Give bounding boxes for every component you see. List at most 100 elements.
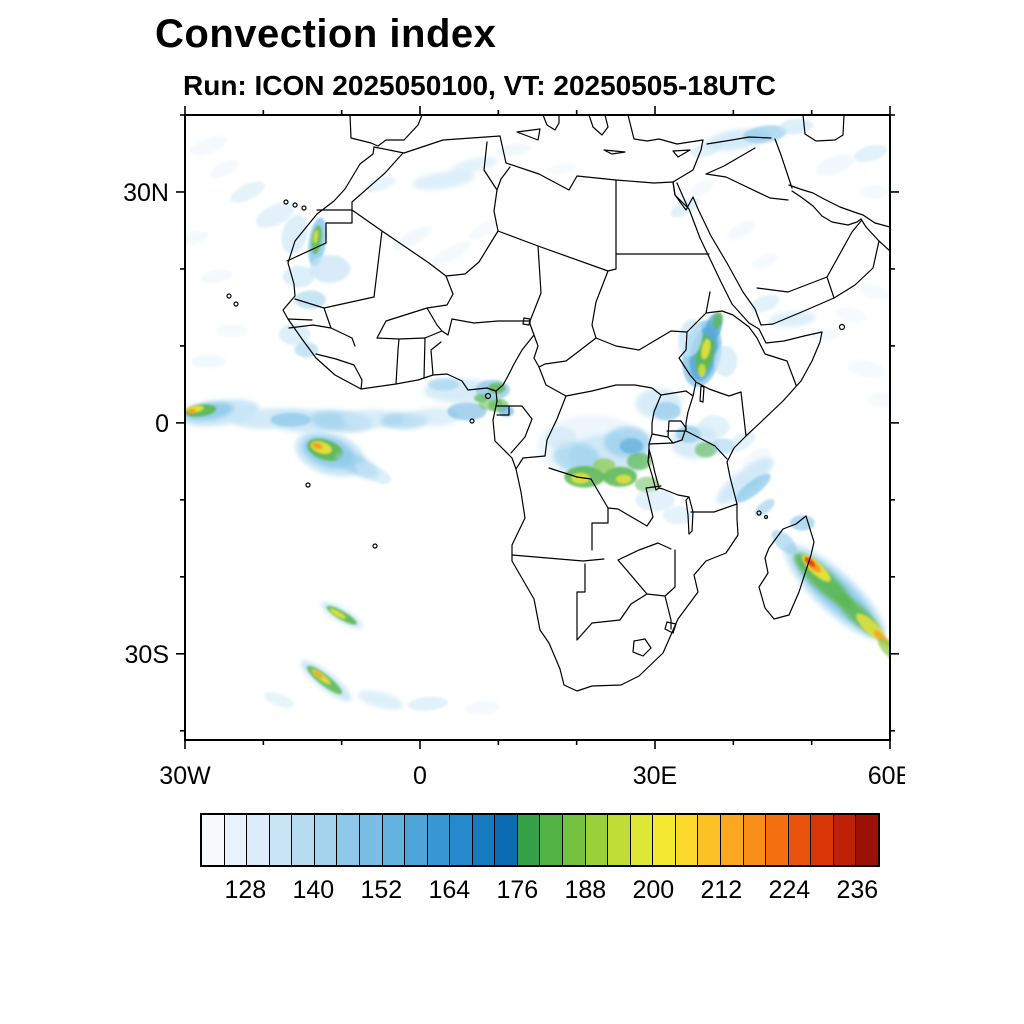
- colorbar-tick-label: 200: [632, 876, 675, 904]
- colorbar-cell: [495, 815, 518, 865]
- colorbar-cell: [269, 815, 293, 865]
- convection-cell: [465, 700, 500, 715]
- x-axis-tick-label: 30W: [159, 762, 211, 790]
- convection-cell: [282, 265, 315, 288]
- convection-cell: [742, 447, 771, 468]
- convection-cell: [488, 382, 506, 394]
- colorbar-cell: [833, 815, 857, 865]
- colorbar-cell: [517, 815, 541, 865]
- convection-cell: [662, 506, 695, 525]
- convection-cell: [365, 176, 396, 193]
- island-dot: [484, 392, 492, 400]
- convection-cell: [216, 324, 248, 337]
- convection-cell: [749, 294, 780, 313]
- coastline-greece: [588, 115, 609, 136]
- colorbar-cell: [202, 815, 225, 865]
- island-dot: [372, 543, 378, 549]
- convection-cell: [690, 141, 722, 158]
- convection-shading-layer: [185, 118, 890, 715]
- convection-cell: [281, 214, 308, 254]
- coastline-italy: [542, 115, 560, 131]
- convection-cell: [358, 690, 404, 710]
- convection-cell: [432, 241, 471, 266]
- colorbar-cell: [337, 815, 360, 865]
- colorbar-cell: [563, 815, 586, 865]
- colorbar-cell: [811, 815, 834, 865]
- convection-cell: [652, 402, 681, 421]
- convection-cell: [701, 338, 711, 360]
- convection-cell: [189, 135, 228, 156]
- convection-cell: [835, 307, 867, 323]
- x-axis-tick-label: 0: [413, 762, 427, 790]
- colorbar-cell: [653, 815, 676, 865]
- colorbar-tick-label: 224: [768, 876, 811, 904]
- convection-cell: [678, 319, 703, 358]
- chart-title: Convection index: [155, 12, 497, 56]
- convection-cell: [742, 125, 787, 144]
- coastline-arabia-levant: [627, 115, 890, 326]
- y-axis-tick-label: 30N: [123, 179, 169, 207]
- island-dot: [233, 301, 239, 307]
- chart-subtitle: Run: ICON 2025050100, VT: 20250505-18UTC: [183, 70, 776, 101]
- convection-cell: [789, 515, 815, 531]
- convection-cell: [407, 696, 449, 711]
- map-canvas: 30W 0 30E 60E 30N 0 30S: [123, 106, 905, 790]
- borders-middle-east: [705, 136, 862, 299]
- colorbar-cell: [314, 815, 338, 865]
- convection-cell: [498, 405, 514, 417]
- colorbar-cell: [292, 815, 315, 865]
- convection-cell: [309, 255, 351, 283]
- convection-cell: [200, 269, 232, 284]
- convection-cell: [619, 438, 644, 454]
- axis-label-layer: 30W 0 30E 60E 30N 0 30S: [123, 179, 905, 790]
- colorbar-cell: [382, 815, 406, 865]
- y-axis-tick-label: 30S: [125, 641, 169, 669]
- convection-cell: [496, 143, 532, 157]
- convection-cell: [712, 312, 723, 329]
- coastline-iberia: [349, 115, 423, 147]
- convection-cell: [270, 412, 312, 427]
- convection-cell: [392, 225, 432, 251]
- colorbar-tick-label: 212: [700, 876, 743, 904]
- colorbar-cell: [743, 815, 767, 865]
- colorbar-tick-label: 152: [360, 876, 403, 904]
- convection-cell: [571, 472, 590, 484]
- colorbar-cell: [224, 815, 248, 865]
- convection-cell: [451, 156, 498, 174]
- convection-cell: [230, 181, 266, 203]
- convection-cell: [716, 457, 774, 504]
- colorbar-tick-label: 236: [836, 876, 879, 904]
- convection-cell: [185, 230, 209, 246]
- convection-cell: [468, 220, 497, 241]
- convection-cell: [256, 202, 295, 228]
- convection-cell: [815, 153, 855, 177]
- colorbar-tick-label: 128: [224, 876, 267, 904]
- colorbar-cell: [585, 815, 609, 865]
- convection-cell: [354, 462, 392, 484]
- island-dot: [301, 205, 307, 211]
- colorbar-cell: [856, 815, 878, 865]
- convection-cell: [313, 670, 323, 679]
- convection-cell: [727, 220, 756, 241]
- colorbar-labels: 128 140 152 164 176 188 200 212 224 236: [200, 876, 880, 908]
- island-dot: [763, 514, 769, 520]
- axis-tick-layer: [176, 106, 899, 749]
- island-dot: [292, 202, 298, 208]
- coastline-caspian: [802, 115, 845, 142]
- colorbar-cell: [720, 815, 744, 865]
- convection-cell: [412, 407, 460, 426]
- convection-cell: [313, 229, 319, 244]
- island-dot: [283, 199, 289, 205]
- borders-north-africa: [286, 141, 710, 339]
- colorbar-cell: [766, 815, 789, 865]
- convection-cell: [626, 452, 652, 470]
- convection-cell: [805, 557, 815, 567]
- convection-cell: [751, 253, 779, 269]
- convection-cell: [553, 441, 600, 474]
- convection-cell: [847, 360, 886, 378]
- colorbar-tick-label: 176: [496, 876, 539, 904]
- convection-cell: [698, 415, 730, 439]
- convection-cell: [264, 692, 294, 708]
- colorbar-cell: [427, 815, 451, 865]
